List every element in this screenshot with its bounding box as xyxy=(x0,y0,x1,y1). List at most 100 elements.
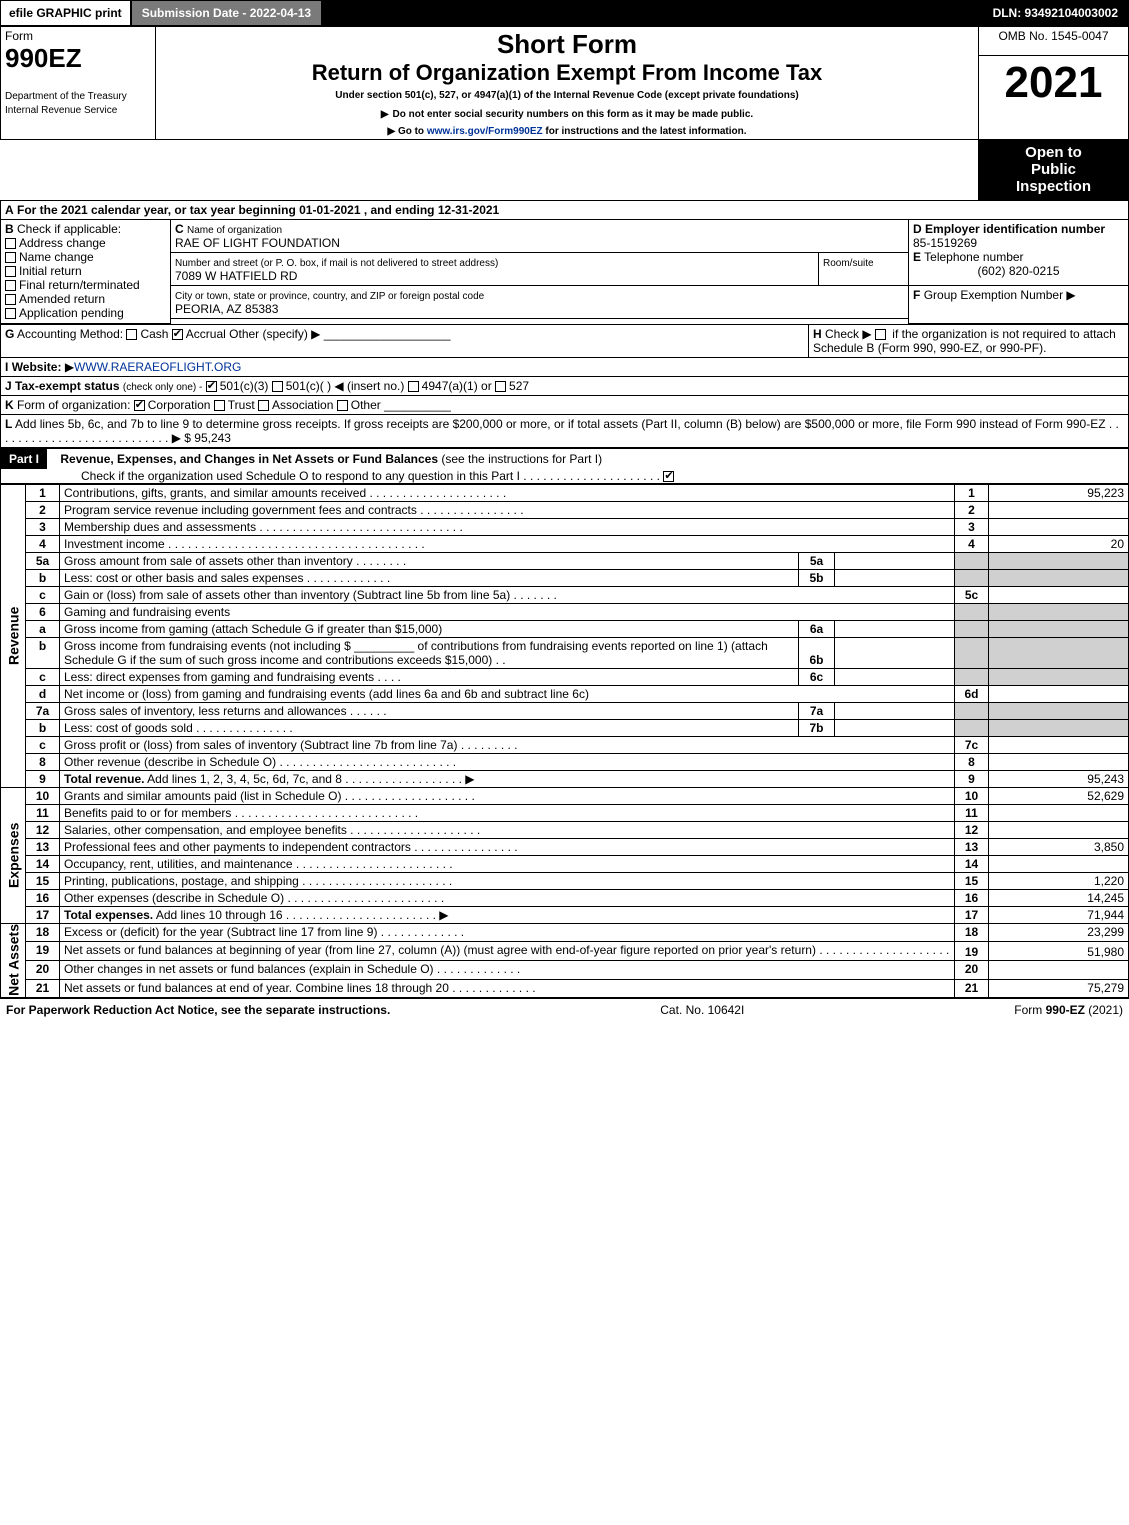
section-a-table: A For the 2021 calendar year, or tax yea… xyxy=(0,200,1129,324)
checkbox-cash[interactable] xyxy=(126,329,137,340)
top-bar: efile GRAPHIC print Submission Date - 20… xyxy=(0,0,1129,26)
line-13-text: Professional fees and other payments to … xyxy=(60,838,955,855)
line-7c-text: Gross profit or (loss) from sales of inv… xyxy=(60,736,955,753)
checkbox-accrual[interactable] xyxy=(172,329,183,340)
line-5a-text: Gross amount from sale of assets other t… xyxy=(60,552,799,569)
phone-value: (602) 820-0215 xyxy=(913,264,1124,278)
i-label: Website: xyxy=(12,360,62,374)
line-18-value: 23,299 xyxy=(989,923,1129,942)
tax-year: 2021 xyxy=(979,56,1129,140)
line-15-value: 1,220 xyxy=(989,872,1129,889)
checkbox-trust[interactable] xyxy=(214,400,225,411)
revenue-section-label: Revenue xyxy=(1,484,26,787)
short-form-title: Short Form xyxy=(160,29,974,60)
footer-right: Form 990-EZ (2021) xyxy=(1014,1003,1123,1017)
checkbox-application-pending[interactable] xyxy=(5,308,16,319)
irs-link[interactable]: www.irs.gov/Form990EZ xyxy=(427,126,543,137)
letter-g: G xyxy=(5,327,14,341)
section-ghi-table: G Accounting Method: Cash Accrual Other … xyxy=(0,324,1129,448)
street-value: 7089 W HATFIELD RD xyxy=(175,269,297,283)
line-5c-value xyxy=(989,586,1129,603)
letter-h: H xyxy=(813,327,822,341)
line-3-value xyxy=(989,518,1129,535)
goto-line: ▶ Go to www.irs.gov/Form990EZ for instru… xyxy=(160,126,974,137)
line-3-text: Membership dues and assessments . . . . … xyxy=(60,518,955,535)
form-word: Form xyxy=(5,29,33,43)
dln-label: DLN: 93492104003002 xyxy=(983,3,1128,23)
line-10-text: Grants and similar amounts paid (list in… xyxy=(60,787,955,804)
city-value: PEORIA, AZ 85383 xyxy=(175,302,278,316)
checkbox-corporation[interactable] xyxy=(134,400,145,411)
form-number: 990EZ xyxy=(5,43,82,73)
line-5c-text: Gain or (loss) from sale of assets other… xyxy=(60,586,955,603)
line-1-text: Contributions, gifts, grants, and simila… xyxy=(60,484,955,501)
line-17-text: Total expenses. Add lines 10 through 16 … xyxy=(60,906,955,923)
line-15-text: Printing, publications, postage, and shi… xyxy=(60,872,955,889)
checkbox-amended-return[interactable] xyxy=(5,294,16,305)
org-name: RAE OF LIGHT FOUNDATION xyxy=(175,236,340,250)
checkbox-4947[interactable] xyxy=(408,381,419,392)
line-11-value xyxy=(989,804,1129,821)
footer: For Paperwork Reduction Act Notice, see … xyxy=(0,998,1129,1021)
letter-l: L xyxy=(5,417,12,431)
checkbox-final-return[interactable] xyxy=(5,280,16,291)
l-value: $ 95,243 xyxy=(184,431,231,445)
line-9-text: Total revenue. Add lines 1, 2, 3, 4, 5c,… xyxy=(60,770,955,787)
g-label: Accounting Method: xyxy=(17,327,123,341)
open-public-box: Open to Public Inspection xyxy=(979,140,1129,200)
checkbox-association[interactable] xyxy=(258,400,269,411)
l-text: Add lines 5b, 6c, and 7b to line 9 to de… xyxy=(15,417,1106,431)
letter-k: K xyxy=(5,398,14,412)
letter-d: D xyxy=(913,222,922,236)
part1-label: Part I xyxy=(1,449,47,469)
j-note: (check only one) - xyxy=(123,382,202,393)
expenses-section-label: Expenses xyxy=(1,787,26,923)
checkbox-501c3[interactable] xyxy=(206,381,217,392)
dept-treasury: Department of the Treasury xyxy=(5,91,127,102)
checkbox-schedule-b[interactable] xyxy=(875,329,886,340)
line-13-value: 3,850 xyxy=(989,838,1129,855)
line-18-text: Excess or (deficit) for the year (Subtra… xyxy=(60,923,955,942)
line-7c-value xyxy=(989,736,1129,753)
checkbox-initial-return[interactable] xyxy=(5,266,16,277)
line-21-text: Net assets or fund balances at end of ye… xyxy=(60,979,955,998)
line-7a-text: Gross sales of inventory, less returns a… xyxy=(60,702,799,719)
footer-left: For Paperwork Reduction Act Notice, see … xyxy=(6,1003,390,1017)
h-check: Check xyxy=(825,327,859,341)
line-9-value: 95,243 xyxy=(989,770,1129,787)
d-label: Employer identification number xyxy=(925,222,1105,236)
lines-table: Revenue 1 Contributions, gifts, grants, … xyxy=(0,484,1129,999)
line-6-text: Gaming and fundraising events xyxy=(60,603,955,620)
city-label: City or town, state or province, country… xyxy=(175,291,484,302)
line-21-value: 75,279 xyxy=(989,979,1129,998)
letter-e: E xyxy=(913,250,921,264)
irs-label: Internal Revenue Service xyxy=(5,105,117,116)
line-2-text: Program service revenue including govern… xyxy=(60,501,955,518)
checkbox-schedule-o[interactable] xyxy=(663,471,674,482)
line-6c-text: Less: direct expenses from gaming and fu… xyxy=(60,668,799,685)
line-8-value xyxy=(989,753,1129,770)
checkbox-name-change[interactable] xyxy=(5,252,16,263)
line-16-text: Other expenses (describe in Schedule O) … xyxy=(60,889,955,906)
part1-note: (see the instructions for Part I) xyxy=(441,452,602,466)
line-12-value xyxy=(989,821,1129,838)
footer-center: Cat. No. 10642I xyxy=(660,1003,744,1017)
e-label: Telephone number xyxy=(924,250,1023,264)
checkbox-527[interactable] xyxy=(495,381,506,392)
letter-f: F xyxy=(913,288,920,302)
efile-label[interactable]: efile GRAPHIC print xyxy=(1,1,130,25)
ssn-warning: Do not enter social security numbers on … xyxy=(160,109,974,120)
checkbox-501c[interactable] xyxy=(272,381,283,392)
checkbox-other-org[interactable] xyxy=(337,400,348,411)
line-20-text: Other changes in net assets or fund bala… xyxy=(60,960,955,979)
letter-i: I xyxy=(5,360,8,374)
website-link[interactable]: WWW.RAERAEOFLIGHT.ORG xyxy=(74,360,241,374)
main-title: Return of Organization Exempt From Incom… xyxy=(160,60,974,86)
line-16-value: 14,245 xyxy=(989,889,1129,906)
line-4-text: Investment income . . . . . . . . . . . … xyxy=(60,535,955,552)
checkbox-address-change[interactable] xyxy=(5,238,16,249)
line-12-text: Salaries, other compensation, and employ… xyxy=(60,821,955,838)
line-14-value xyxy=(989,855,1129,872)
ein-value: 85-1519269 xyxy=(913,236,977,250)
line-6b-text: Gross income from fundraising events (no… xyxy=(60,637,799,668)
